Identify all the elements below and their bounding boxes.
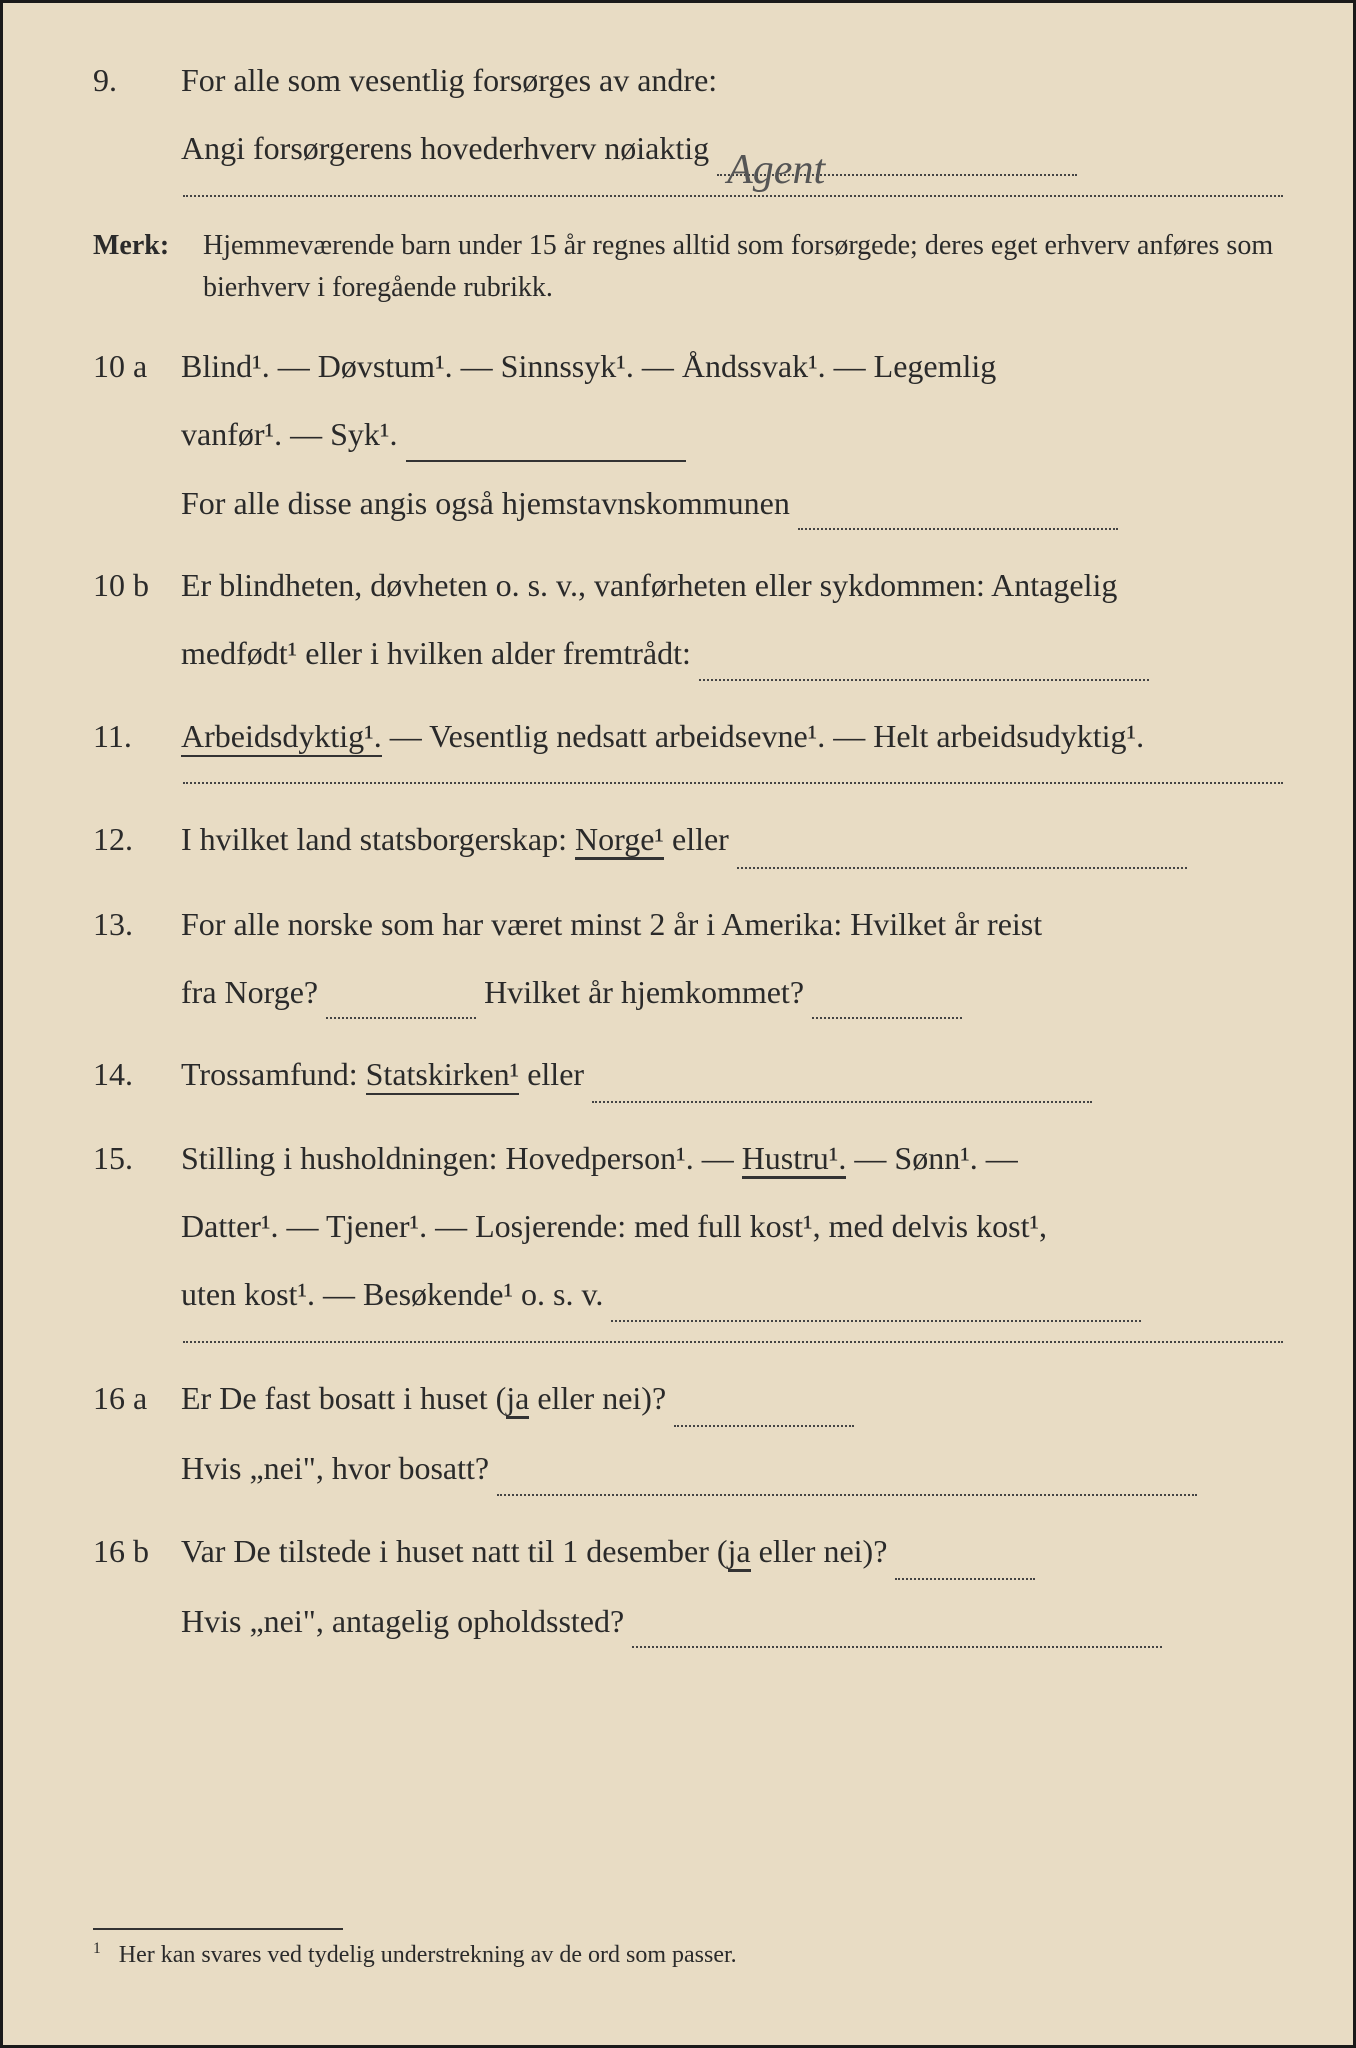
q9-handwritten: Agent — [717, 147, 835, 193]
q16b-number: 16 b — [93, 1524, 173, 1578]
question-16a: 16 a Er De fast bosatt i huset (ja eller… — [93, 1371, 1283, 1496]
q13-line2-row: fra Norge? Hvilket år hjemkommet? — [181, 965, 1281, 1019]
q11-arbeidsdyktig: Arbeidsdyktig¹. — [181, 718, 382, 757]
q12-text-a: I hvilket land statsborgerskap: — [181, 821, 575, 857]
q10a-line2: For alle disse angis også hjemstavnskomm… — [181, 485, 790, 521]
q13-line2a: fra Norge? — [181, 974, 318, 1010]
q10a-options: Blind¹. — Døvstum¹. — Sinnssyk¹. — Åndss… — [181, 348, 996, 384]
q16b-line2: Hvis „nei", antagelig opholdssted? — [181, 1603, 624, 1639]
q15-hustru: Hustru¹. — [742, 1140, 847, 1179]
q10b-line2-row: medfødt¹ eller i hvilken alder fremtrådt… — [181, 626, 1281, 680]
q16b-line1b: eller nei)? — [751, 1533, 888, 1569]
q11-rest: — Vesentlig nedsatt arbeidsevne¹. — Helt… — [382, 718, 1144, 754]
q14-statskirken: Statskirken¹ — [366, 1056, 520, 1095]
q9-number: 9. — [93, 53, 173, 107]
q16a-line1b: eller nei)? — [529, 1380, 666, 1416]
merk-note: Merk: Hjemmeværende barn under 15 år reg… — [93, 225, 1283, 309]
q11-number: 11. — [93, 709, 173, 763]
footnote: 1 Her kan svares ved tydelig understrekn… — [93, 1940, 1283, 1969]
question-15: 15. Stilling i husholdningen: Hovedperso… — [93, 1131, 1283, 1343]
q9-line2-row: Angi forsørgerens hovederhverv nøiaktig … — [181, 121, 1281, 175]
question-13: 13. For alle norske som har været minst … — [93, 897, 1283, 1020]
footnote-text: Her kan svares ved tydelig understreknin… — [119, 1942, 737, 1968]
q13-year-return[interactable] — [812, 979, 962, 1019]
q16a-number: 16 a — [93, 1371, 173, 1425]
q10a-options2: vanfør¹. — Syk¹. — [181, 416, 398, 452]
q13-line2b: Hvilket år hjemkommet? — [484, 974, 804, 1010]
q15-line3: uten kost¹. — Besøkende¹ o. s. v. — [181, 1276, 603, 1312]
q11-body: Arbeidsdyktig¹. — Vesentlig nedsatt arbe… — [181, 709, 1281, 763]
q16a-line2-row: Hvis „nei", hvor bosatt? — [181, 1441, 1281, 1495]
q10a-line2-row: For alle disse angis også hjemstavnskomm… — [181, 476, 1281, 530]
q10b-number: 10 b — [93, 558, 173, 612]
q15-number: 15. — [93, 1131, 173, 1185]
footnote-marker: 1 — [93, 1940, 101, 1957]
q10a-number: 10 a — [93, 339, 173, 393]
q16b-body: Var De tilstede i huset natt til 1 desem… — [181, 1524, 1281, 1649]
q16b-answer[interactable] — [895, 1540, 1035, 1580]
q14-number: 14. — [93, 1047, 173, 1101]
q16b-ja: ja — [728, 1533, 751, 1572]
q16a-line1a: Er De fast bosatt i huset ( — [181, 1380, 506, 1416]
q9-line2: Angi forsørgerens hovederhverv nøiaktig — [181, 130, 709, 166]
q13-year-left[interactable] — [326, 979, 476, 1019]
q15-line1b: — Sønn¹. — — [846, 1140, 1017, 1176]
question-16b: 16 b Var De tilstede i huset natt til 1 … — [93, 1524, 1283, 1649]
q9-body: For alle som vesentlig forsørges av andr… — [181, 53, 1281, 176]
q15-line2-row: Datter¹. — Tjener¹. — Losjerende: med fu… — [181, 1199, 1281, 1253]
q9-line1: For alle som vesentlig forsørges av andr… — [181, 62, 717, 98]
q14-answer[interactable] — [592, 1062, 1092, 1102]
q13-number: 13. — [93, 897, 173, 951]
q16a-answer[interactable] — [674, 1387, 854, 1427]
q10a-options-row2: vanfør¹. — Syk¹. — [181, 407, 1281, 461]
q16a-where[interactable] — [497, 1455, 1197, 1495]
q16b-where[interactable] — [632, 1608, 1162, 1648]
q12-number: 12. — [93, 812, 173, 866]
q14-text-a: Trossamfund: — [181, 1056, 366, 1092]
q9-continuation-line[interactable] — [183, 194, 1283, 197]
q16a-ja: ja — [506, 1380, 529, 1419]
q10b-line2: medfødt¹ eller i hvilken alder fremtrådt… — [181, 635, 691, 671]
question-11: 11. Arbeidsdyktig¹. — Vesentlig nedsatt … — [93, 709, 1283, 784]
question-10b: 10 b Er blindheten, døvheten o. s. v., v… — [93, 558, 1283, 681]
q16a-line2: Hvis „nei", hvor bosatt? — [181, 1450, 489, 1486]
q12-body: I hvilket land statsborgerskap: Norge¹ e… — [181, 812, 1281, 868]
q10a-body: Blind¹. — Døvstum¹. — Sinnssyk¹. — Åndss… — [181, 339, 1281, 530]
q11-continuation[interactable] — [183, 781, 1283, 784]
census-form-page: 9. For alle som vesentlig forsørges av a… — [0, 0, 1356, 2048]
question-9: 9. For alle som vesentlig forsørges av a… — [93, 53, 1283, 197]
merk-text: Hjemmeværende barn under 15 år regnes al… — [203, 225, 1283, 309]
merk-label: Merk: — [93, 225, 203, 309]
q10a-blank[interactable] — [406, 460, 686, 462]
q15-body: Stilling i husholdningen: Hovedperson¹. … — [181, 1131, 1281, 1322]
q12-answer[interactable] — [737, 828, 1187, 868]
question-12: 12. I hvilket land statsborgerskap: Norg… — [93, 812, 1283, 868]
footnote-rule — [93, 1928, 343, 1930]
q10b-body: Er blindheten, døvheten o. s. v., vanfør… — [181, 558, 1281, 681]
q15-line2: Datter¹. — Tjener¹. — Losjerende: med fu… — [181, 1208, 1047, 1244]
q12-norge: Norge¹ — [575, 821, 664, 860]
q15-answer[interactable] — [611, 1281, 1141, 1321]
q15-line1a: Stilling i husholdningen: Hovedperson¹. … — [181, 1140, 742, 1176]
q14-body: Trossamfund: Statskirken¹ eller — [181, 1047, 1281, 1102]
q10a-answer[interactable] — [798, 490, 1118, 530]
q16a-body: Er De fast bosatt i huset (ja eller nei)… — [181, 1371, 1281, 1496]
q10b-answer[interactable] — [699, 640, 1149, 680]
q14-text-b: eller — [519, 1056, 592, 1092]
question-10a: 10 a Blind¹. — Døvstum¹. — Sinnssyk¹. — … — [93, 339, 1283, 530]
q15-line3-row: uten kost¹. — Besøkende¹ o. s. v. — [181, 1267, 1281, 1321]
q16b-line2-row: Hvis „nei", antagelig opholdssted? — [181, 1594, 1281, 1648]
q12-text-b: eller — [664, 821, 729, 857]
q13-line1: For alle norske som har været minst 2 år… — [181, 906, 1042, 942]
q9-answer-line[interactable]: Agent — [717, 135, 1077, 175]
q15-continuation[interactable] — [183, 1340, 1283, 1343]
q16b-line1a: Var De tilstede i huset natt til 1 desem… — [181, 1533, 728, 1569]
q13-body: For alle norske som har været minst 2 år… — [181, 897, 1281, 1020]
question-14: 14. Trossamfund: Statskirken¹ eller — [93, 1047, 1283, 1102]
q10b-line1: Er blindheten, døvheten o. s. v., vanfør… — [181, 567, 1117, 603]
